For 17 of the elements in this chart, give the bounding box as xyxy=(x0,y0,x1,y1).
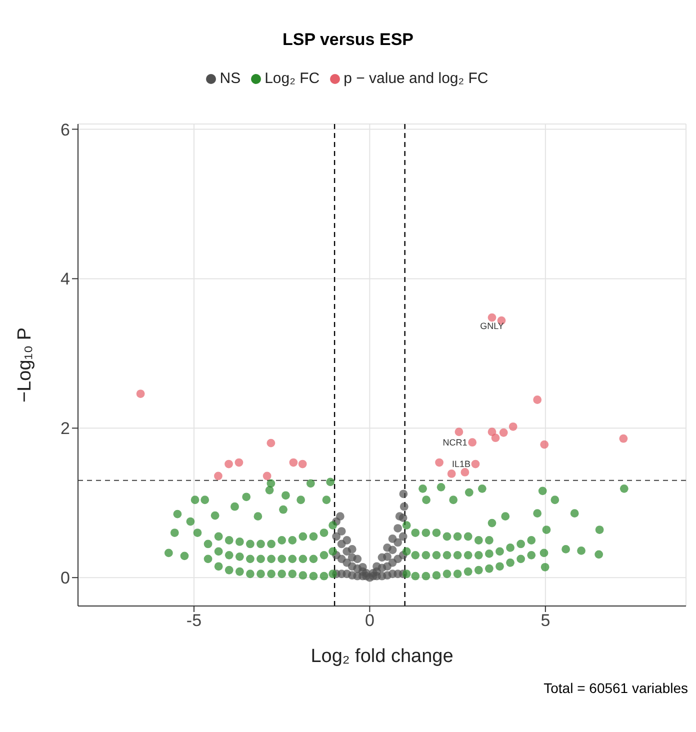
chart-title: LSP versus ESP xyxy=(281,29,415,51)
x-tick-label: 0 xyxy=(364,611,374,630)
annotation: GNLY xyxy=(480,320,504,331)
legend-label: p − value and log₂ FC xyxy=(344,70,488,87)
legend-label: Log₂ FC xyxy=(264,70,320,87)
y-tick-label: 4 xyxy=(60,270,70,289)
x-tick-label: 5 xyxy=(540,611,550,630)
annotation: NCR1 xyxy=(442,438,468,448)
x-tick-label: -5 xyxy=(186,611,202,630)
y-tick-label: 6 xyxy=(60,120,70,140)
x-axis-title: Log₂ fold change xyxy=(310,646,454,667)
text: Total = 60561 variables xyxy=(542,680,688,696)
y-tick-label: 2 xyxy=(60,419,70,438)
y-tick-label: 0 xyxy=(60,568,70,588)
legend-label: NS xyxy=(220,70,241,87)
y-axis-title: −Log₁₀ P xyxy=(14,327,36,403)
annotation: IL1B xyxy=(452,459,470,470)
